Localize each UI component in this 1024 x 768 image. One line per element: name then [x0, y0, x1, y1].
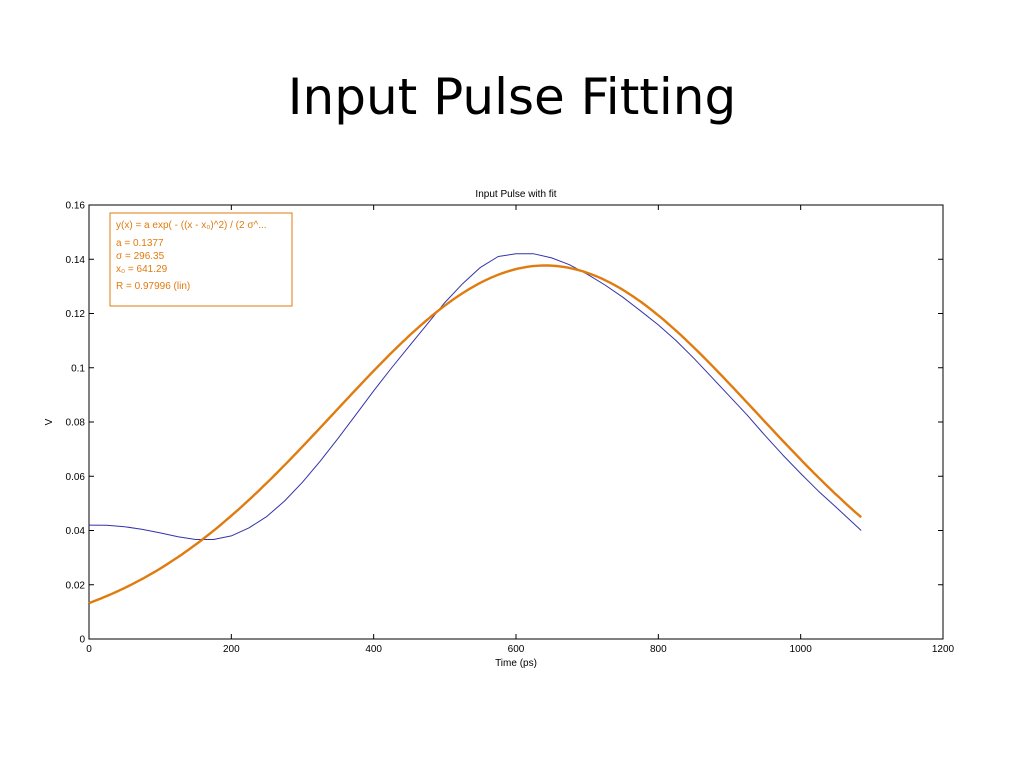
y-tick-label: 0.12: [66, 309, 86, 320]
y-tick-label: 0.1: [71, 363, 85, 374]
annotation-line: x₀ = 641.29: [116, 264, 168, 275]
fit-curve-line: [88, 264, 862, 605]
annotation-line: R = 0.97996 (lin): [116, 281, 190, 292]
x-tick-label: 800: [650, 644, 667, 655]
fit-annotation-box: y(x) = a exp( - ((x - x₀)^2) / (2 σ^... a…: [109, 212, 293, 307]
series-group: [88, 253, 862, 605]
y-axis-label: V: [44, 418, 55, 425]
chart-title: Input Pulse with fit: [475, 189, 556, 200]
axis-tick-labels: 0 200 400 600 800 1000 1200 0 0.02 0.04 0.06 0.08 0.…: [66, 201, 955, 656]
annotation-frame: [109, 212, 293, 307]
y-tick-label: 0.02: [66, 580, 86, 591]
axis-ticks: [88, 204, 944, 640]
y-tick-label: 0.16: [66, 201, 86, 212]
y-tick-label: 0.14: [66, 255, 86, 266]
x-tick-label: 400: [365, 644, 382, 655]
x-tick-label: 600: [508, 644, 525, 655]
y-tick-label: 0.06: [66, 472, 86, 483]
slide-title: Input Pulse Fitting: [287, 68, 737, 126]
x-tick-label: 1200: [932, 644, 955, 655]
measured-pulse-line: [88, 253, 862, 540]
annotation-line: a = 0.1377: [116, 238, 164, 249]
annotation-line: σ = 296.35: [116, 251, 165, 262]
annotation-line: y(x) = a exp( - ((x - x₀)^2) / (2 σ^...: [116, 220, 267, 231]
x-tick-label: 200: [223, 644, 240, 655]
y-tick-label: 0: [79, 635, 85, 646]
y-tick-label: 0.08: [66, 418, 86, 429]
y-tick-label: 0.04: [66, 526, 86, 537]
x-axis-label: Time (ps): [495, 658, 537, 669]
x-tick-label: 1000: [790, 644, 813, 655]
x-tick-label: 0: [86, 644, 92, 655]
